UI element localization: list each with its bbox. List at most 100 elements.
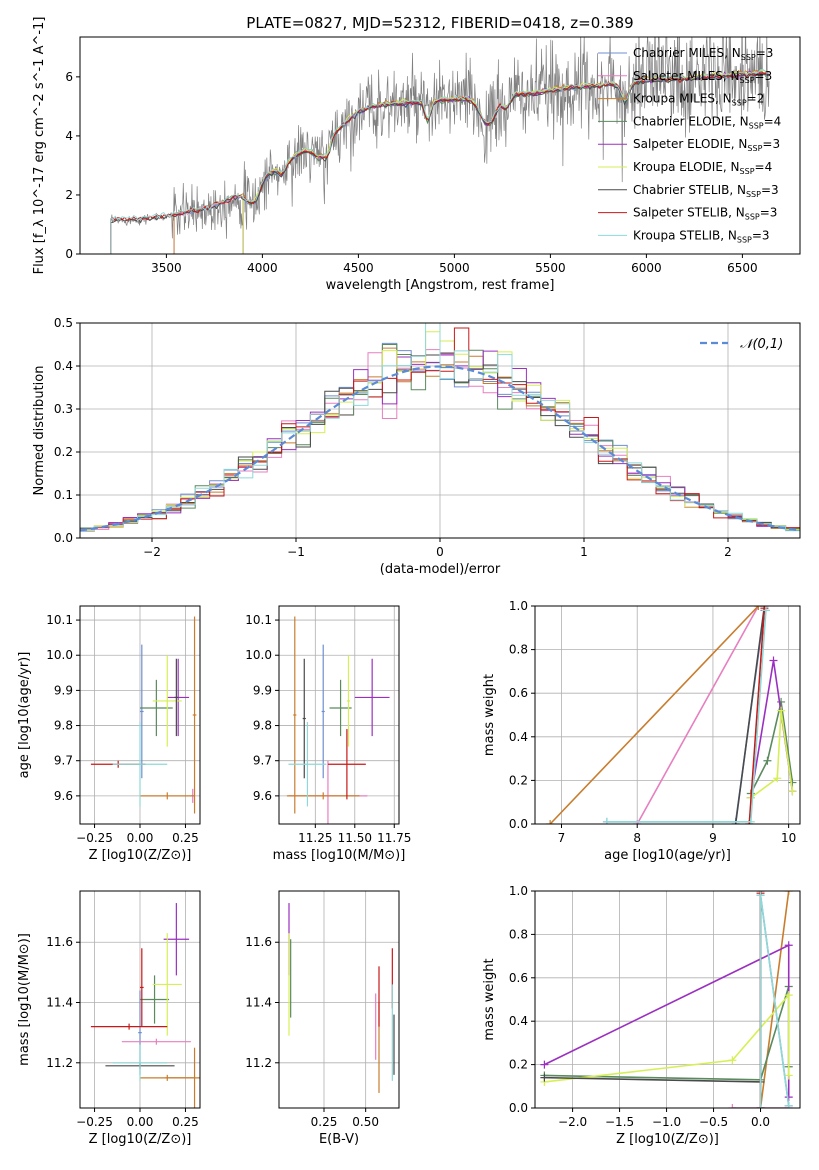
weight-point-marker	[540, 1073, 549, 1082]
y-tick-label: 9.6	[54, 789, 73, 803]
plot-area	[288, 903, 395, 1093]
weight-point-marker	[746, 817, 755, 824]
axes-frame	[278, 890, 400, 1109]
histogram-kroupa-stelib	[80, 323, 800, 532]
y-tick-label: 10.1	[46, 613, 73, 627]
x-tick-label: −1.5	[605, 1115, 634, 1129]
y-tick-label: 0.2	[54, 445, 73, 459]
y-tick-label: 0.4	[509, 1014, 528, 1028]
x-tick-label: 3500	[151, 261, 182, 275]
y-tick-label: 0.4	[54, 359, 73, 373]
x-tick-label: −2.0	[558, 1115, 587, 1129]
weight-point-marker	[602, 817, 611, 824]
error-bar-salpeter-stelib	[327, 729, 366, 800]
x-axis-label: Z [log10(Z/Z⊙)]	[89, 848, 192, 863]
x-axis-label: mass [log10(M/M⊙)]	[273, 848, 406, 863]
weight-line-chabrier-stelib	[734, 606, 766, 824]
x-tick-label: 7	[558, 831, 566, 845]
y-tick-label: 0.3	[54, 402, 73, 416]
x-tick-label: 4000	[247, 261, 278, 275]
y-tick-label: 0.8	[509, 927, 528, 941]
error-bar-kroupa-miles	[293, 616, 297, 814]
y-tick-label: 9.9	[253, 683, 272, 697]
panel-mass-vs-Z: −0.25 0.00 0.25 11.2 11.4 11.6 Z [log10(Z/Z⊙)]…	[17, 890, 201, 1147]
x-tick-label: −0.5	[699, 1115, 728, 1129]
legend-label: Kroupa ELODIE, NSSP=4	[633, 160, 772, 176]
y-tick-label: 11.6	[46, 935, 73, 949]
x-tick-label: 0	[436, 545, 444, 559]
y-tick-label: 11.4	[46, 996, 73, 1010]
y-axis-label: age [log10(age/yr)]	[17, 652, 32, 779]
x-tick-label: −1.0	[652, 1115, 681, 1129]
y-tick-label: 10.0	[245, 648, 272, 662]
error-bar-chabrier-elodie	[140, 975, 170, 1024]
error-bar-salpeter-elodie	[354, 658, 390, 737]
x-tick-label: 8	[633, 831, 641, 845]
plot-area	[540, 891, 793, 1108]
y-tick-label: 0.8	[509, 643, 528, 657]
y-axis-label: Flux [f_λ 10^-17 erg cm^-2 s^-1 A^-1]	[32, 17, 47, 275]
x-tick-label: 0.00	[127, 831, 154, 845]
y-tick-label: 0.0	[54, 531, 73, 545]
x-tick-label: 0.25	[311, 1115, 338, 1129]
weight-point-marker	[760, 606, 769, 613]
plot-area	[286, 616, 390, 824]
weight-line-salpeter-stelib	[748, 608, 766, 824]
error-bar-chabrier-stelib	[302, 658, 306, 779]
error-bar-kroupa-miles	[286, 792, 360, 800]
x-tick-label: 11.50	[338, 831, 372, 845]
x-tick-label: 4500	[343, 261, 374, 275]
y-tick-label: 0.0	[509, 1101, 528, 1115]
error-bar-kroupa-elodie	[152, 933, 182, 1036]
x-tick-label: −2	[143, 545, 161, 559]
error-bar-chabrier-stelib	[174, 658, 179, 737]
x-tick-label: 0.0	[751, 1115, 770, 1129]
x-tick-label: 6000	[631, 261, 662, 275]
legend: 𝒩(0,1)	[700, 337, 783, 352]
x-tick-label: 9	[709, 831, 717, 845]
panel-age-vs-mass: 11.25 11.50 11.75 9.6 9.7 9.8 9.9 10.0 10.1 mass …	[245, 605, 411, 863]
y-tick-label: 9.6	[253, 789, 272, 803]
weight-point-marker	[761, 606, 770, 615]
panel-age-vs-Z: −0.25 0.00 0.25 9.6 9.7 9.8 9.9 10.0 10.1 Z [log1…	[17, 605, 201, 863]
x-tick-label: 2	[724, 545, 732, 559]
x-tick-label: 11.75	[377, 831, 411, 845]
panel-residual-histogram: −2 −1 0 1 2 0.0 0.1 0.2 0.3 0.4 0.5 (data-model)/er…	[32, 316, 801, 577]
weight-point-marker	[784, 1101, 793, 1108]
x-axis-label: E(B-V)	[319, 1132, 359, 1147]
x-axis-label: wavelength [Angstrom, rest frame]	[326, 278, 555, 293]
weight-point-marker	[788, 787, 797, 796]
x-tick-label: 0.25	[172, 831, 199, 845]
y-tick-label: 0.4	[509, 730, 528, 744]
axes-frame	[534, 890, 801, 1109]
plot-area	[80, 323, 800, 532]
panel-mass-vs-EBV: 0.25 0.50 11.2 11.4 11.6 E(B-V)	[245, 890, 400, 1147]
x-axis-label: age [log10(age/yr)]	[604, 848, 731, 863]
weight-point-marker	[763, 756, 772, 765]
y-axis-label: Normed distribution	[32, 366, 47, 496]
panel-mass-weight-vs-age: 7 8 9 10 0.0 0.2 0.4 0.6 0.8 1.0 age [log10(age/yr…	[482, 599, 801, 863]
x-tick-label: 0.25	[172, 1115, 199, 1129]
x-tick-label: 6500	[727, 261, 758, 275]
y-tick-label: 1.0	[509, 599, 528, 613]
x-tick-label: −0.25	[76, 1115, 113, 1129]
x-axis-label: Z [log10(Z/Z⊙)]	[616, 1132, 719, 1147]
plot-area	[110, 37, 770, 254]
weight-point-marker	[784, 891, 793, 895]
figure-title: PLATE=0827, MJD=52312, FIBERID=0418, z=0…	[246, 14, 633, 32]
y-axis-label: mass [log10(M/M⊙)]	[17, 933, 32, 1066]
data-spectrum-line	[110, 37, 770, 254]
plot-area	[546, 606, 797, 824]
y-tick-label: 9.7	[54, 754, 73, 768]
weight-point-marker	[784, 1071, 793, 1080]
weight-point-marker	[769, 656, 778, 665]
model-spectrum-kroupa-stelib	[110, 68, 768, 254]
error-bar-salpeter-stelib	[90, 1023, 168, 1030]
weight-line-kroupa-miles	[549, 606, 759, 824]
y-tick-label: 2	[65, 188, 73, 202]
legend-label: Kroupa STELIB, NSSP=3	[633, 228, 770, 244]
x-tick-label: 5500	[535, 261, 566, 275]
weight-point-marker	[546, 820, 555, 824]
error-bar-chabrier-miles	[140, 644, 144, 779]
y-tick-label: 6	[65, 70, 73, 84]
